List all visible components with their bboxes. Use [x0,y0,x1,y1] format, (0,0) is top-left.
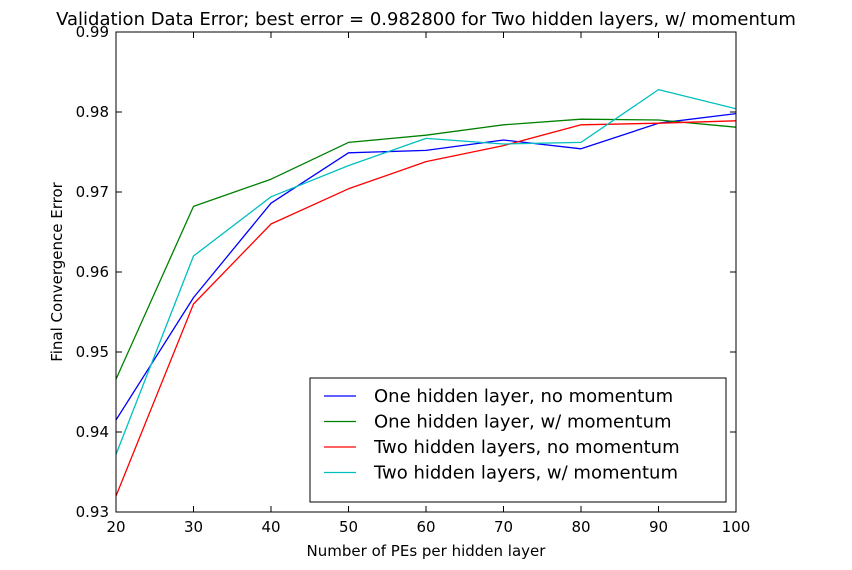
legend-item: Two hidden layers, no momentum [324,437,680,458]
x-tick-label: 60 [416,518,435,536]
legend-label: Two hidden layers, w/ momentum [373,463,678,484]
legend-box [309,377,727,503]
y-axis-label: Final Convergence Error [48,181,66,361]
series-line-1 [116,112,736,421]
legend-label: One hidden layer, no momentum [374,386,673,407]
y-tick-label: 0.99 [76,23,109,41]
x-tick-label: 100 [722,518,751,536]
series-line-2 [116,118,736,380]
legend: One hidden layer, no momentum One hidden … [309,377,727,503]
y-tick-label: 0.93 [76,503,109,521]
y-tick-label: 0.95 [76,343,109,361]
x-tick-label: 30 [184,518,203,536]
legend-item: Two hidden layers, w/ momentum [324,463,678,484]
x-tick-label: 50 [339,518,358,536]
x-tick-label: 40 [261,518,280,536]
series-line-4 [116,88,736,455]
y-tick-label: 0.94 [76,423,109,441]
y-tick-label: 0.97 [76,183,109,201]
plot-area: 20 30 40 50 60 70 80 90 100 0.93 0.94 0.95 0.96 0.97 0… [76,23,751,536]
legend-item: One hidden layer, no momentum [324,386,673,407]
series-lines [116,88,736,497]
y-tick-label: 0.98 [76,103,109,121]
legend-label: One hidden layer, w/ momentum [374,412,672,433]
y-tick-label: 0.96 [76,263,109,281]
legend-label: Two hidden layers, no momentum [373,437,680,458]
x-tick-label: 70 [494,518,513,536]
x-tick-label: 80 [571,518,590,536]
legend-item: One hidden layer, w/ momentum [324,412,672,433]
x-tick-label: 90 [649,518,668,536]
chart-title: Validation Data Error; best error = 0.98… [56,9,796,30]
x-axis-label: Number of PEs per hidden layer [307,542,547,560]
x-tick-label: 20 [106,518,125,536]
series-line-3 [116,120,736,497]
